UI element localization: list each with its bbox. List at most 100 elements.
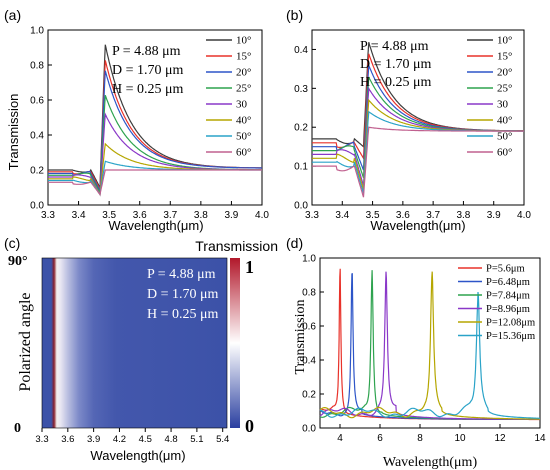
a-xtick-label: 3.8 bbox=[194, 210, 208, 221]
b-legend-label-2: 20° bbox=[497, 67, 512, 79]
a-legend-label-6: 50° bbox=[236, 131, 251, 143]
b-legend-label-3: 25° bbox=[497, 83, 512, 95]
d-legend-label-0: P=5.6μm bbox=[486, 264, 525, 275]
panel-c-colorbar-max: 1 bbox=[245, 257, 254, 277]
a-ytick-label: 0.6 bbox=[30, 96, 44, 107]
d-xtick-label: 14 bbox=[534, 433, 546, 444]
a-legend-label-1: 15° bbox=[236, 51, 251, 63]
b-legend-label-7: 60° bbox=[497, 147, 512, 159]
panel-b-annotation-h: H = 0.25 μm bbox=[360, 75, 432, 90]
a-ytick-label: 0.8 bbox=[30, 61, 44, 72]
panel-d: (d) Transmission Wavelength(μm) 4 6 8 10 12 1… bbox=[286, 235, 546, 470]
panel-a-ylabel: Transmission bbox=[6, 94, 21, 171]
a-ytick-label: 1.0 bbox=[30, 26, 44, 37]
b-xtick-label: 3.6 bbox=[396, 210, 410, 221]
panel-a-frame bbox=[47, 29, 263, 206]
panel-b-annotation-p: P = 4.88 μm bbox=[360, 39, 429, 54]
d-ytick-label: 0.8 bbox=[302, 288, 316, 299]
d-legend-label-3: P=8.96μm bbox=[486, 304, 530, 315]
b-legend-label-5: 40° bbox=[497, 115, 512, 127]
b-ytick-label: 0.3 bbox=[294, 84, 308, 95]
c-xtick-label: 5.1 bbox=[190, 434, 203, 445]
b-ytick-label: 0.0 bbox=[294, 201, 308, 212]
a-legend-label-5: 40° bbox=[236, 115, 251, 127]
a-xtick-label: 3.5 bbox=[102, 210, 116, 221]
d-xtick-label: 8 bbox=[417, 433, 423, 444]
b-legend-label-1: 15° bbox=[497, 51, 512, 63]
panel-c-xlabel: Wavelength(μm) bbox=[90, 448, 185, 463]
panel-b-series bbox=[312, 42, 525, 198]
d-xtick-label: 10 bbox=[454, 433, 466, 444]
panel-b-xlabel: Wavelength(μm) bbox=[370, 218, 465, 233]
panel-a-annotation-h: H = 0.25 μm bbox=[112, 82, 184, 97]
panel-d-legend: P=5.6μm P=6.48μm P=7.84μm P=8.96μm P=12.08μm… bbox=[458, 264, 535, 342]
a-xtick-label: 4.0 bbox=[255, 210, 269, 221]
panel-c-annotation-d: D = 1.70 μm bbox=[147, 287, 219, 302]
panel-d-xlabel: Wavelength(μm) bbox=[383, 455, 478, 470]
panel-c-colorbar-title: Transmission bbox=[195, 238, 278, 254]
b-legend-label-4: 30 bbox=[497, 99, 509, 111]
d-ytick-label: 0.6 bbox=[302, 322, 316, 333]
d-legend-label-5: P=15.36μm bbox=[486, 331, 535, 342]
panel-d-series bbox=[319, 268, 540, 421]
c-xtick-label: 5.4 bbox=[216, 434, 229, 445]
d-legend-label-2: P=7.84μm bbox=[486, 291, 530, 302]
panel-b-annotation-d: D = 1.70 μm bbox=[360, 57, 432, 72]
c-xtick-label: 4.8 bbox=[164, 434, 177, 445]
a-series-line-7 bbox=[48, 169, 262, 196]
panel-c: (c) Transmission Polarized angle 90° 0 3… bbox=[4, 235, 278, 463]
b-ytick-label: 0.2 bbox=[294, 123, 308, 134]
a-ytick-label: 0.4 bbox=[30, 131, 44, 142]
b-xtick-label: 3.8 bbox=[456, 210, 470, 221]
a-xtick-label: 3.6 bbox=[133, 210, 147, 221]
a-xtick-label: 3.9 bbox=[224, 210, 238, 221]
panel-d-frame bbox=[319, 257, 541, 429]
panel-d-ylabel: Transmission bbox=[293, 300, 308, 375]
d-ytick-label: 0.4 bbox=[302, 356, 316, 367]
a-xtick-label: 3.4 bbox=[72, 210, 86, 221]
b-xtick-label: 4.0 bbox=[517, 210, 531, 221]
panel-c-colorbar bbox=[230, 258, 240, 428]
c-xtick-label: 4.5 bbox=[139, 434, 152, 445]
d-xtick-label: 6 bbox=[377, 433, 383, 444]
b-series-line-3 bbox=[312, 76, 524, 178]
d-series-line-4 bbox=[319, 271, 540, 420]
d-xtick-label: 4 bbox=[337, 433, 343, 444]
panel-c-colorbar-min: 0 bbox=[245, 416, 254, 436]
a-xtick-label: 3.7 bbox=[163, 210, 177, 221]
a-legend-label-4: 30 bbox=[236, 99, 248, 111]
panel-c-ylabel: Polarized angle bbox=[17, 292, 34, 391]
d-legend-label-1: P=6.48μm bbox=[486, 277, 530, 288]
a-legend-label-0: 10° bbox=[236, 35, 251, 47]
b-series-line-5 bbox=[312, 98, 524, 190]
b-legend-label-0: 10° bbox=[497, 35, 512, 47]
panel-a-annotation-d: D = 1.70 μm bbox=[112, 63, 184, 78]
panel-c-heatmap bbox=[42, 258, 227, 428]
d-legend-label-4: P=12.08μm bbox=[486, 318, 535, 329]
d-ytick-label: 1.0 bbox=[302, 254, 316, 265]
b-legend-label-6: 50° bbox=[497, 131, 512, 143]
a-legend-label-3: 25° bbox=[236, 83, 251, 95]
panel-a-legend: 10° 15° 20° 25° 30 40° 50° 60° bbox=[206, 35, 251, 159]
panel-b: (b) Wavelength(μm) 3.3 3.4 3.5 3.6 3.7 3.8 3.9… bbox=[286, 7, 531, 233]
b-xtick-label: 3.7 bbox=[426, 210, 440, 221]
panel-a: (a) Transmission Wavelength(μm) 3.3 3.4 3.… bbox=[4, 7, 269, 233]
a-ytick-label: 0.2 bbox=[30, 166, 44, 177]
panel-c-label: (c) bbox=[4, 235, 20, 251]
b-series-line-7 bbox=[312, 126, 524, 198]
d-ytick-label: 0.2 bbox=[302, 390, 316, 401]
c-xtick-label: 4.2 bbox=[113, 434, 126, 445]
panel-b-label: (b) bbox=[286, 7, 303, 23]
b-xtick-label: 3.4 bbox=[335, 210, 349, 221]
b-xtick-label: 3.3 bbox=[305, 210, 319, 221]
d-series-line-5 bbox=[320, 291, 540, 419]
a-legend-label-2: 20° bbox=[236, 67, 251, 79]
a-xtick-label: 3.3 bbox=[41, 210, 55, 221]
b-xtick-label: 3.9 bbox=[487, 210, 501, 221]
b-ytick-label: 0.1 bbox=[294, 162, 308, 173]
d-xtick-label: 12 bbox=[494, 433, 506, 444]
c-xtick-label: 3.9 bbox=[87, 434, 100, 445]
panel-b-frame bbox=[311, 29, 525, 206]
c-xtick-label: 3.6 bbox=[61, 434, 74, 445]
a-legend-label-7: 60° bbox=[236, 147, 251, 159]
